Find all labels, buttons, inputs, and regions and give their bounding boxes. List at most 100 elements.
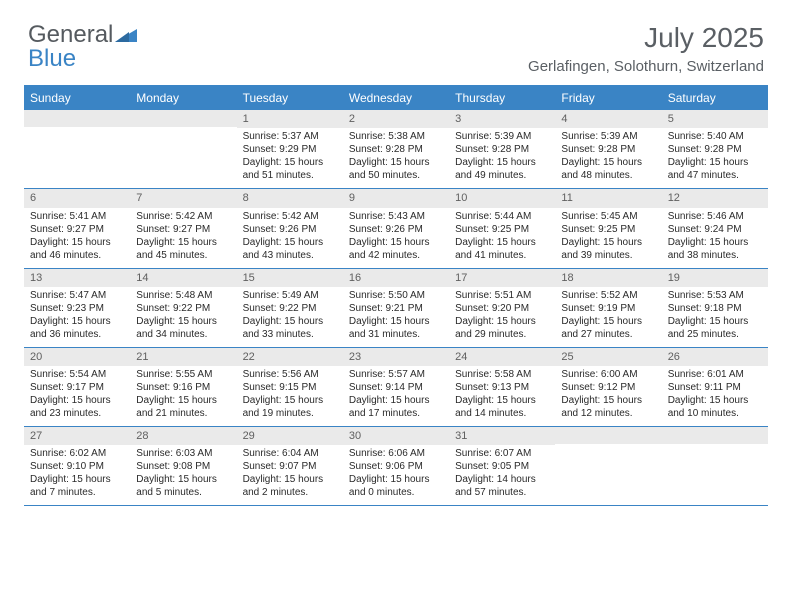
day-cell-empty [555, 427, 661, 505]
day-cell-empty [24, 110, 130, 188]
sunset-text: Sunset: 9:08 PM [136, 460, 230, 473]
day-cell: 4Sunrise: 5:39 AMSunset: 9:28 PMDaylight… [555, 110, 661, 188]
daylight-text: Daylight: 15 hours and 31 minutes. [349, 315, 443, 341]
daylight-text: Daylight: 15 hours and 34 minutes. [136, 315, 230, 341]
daylight-text: Daylight: 15 hours and 2 minutes. [243, 473, 337, 499]
day-body: Sunrise: 5:49 AMSunset: 9:22 PMDaylight:… [237, 287, 343, 347]
daylight-text: Daylight: 15 hours and 10 minutes. [668, 394, 762, 420]
day-body: Sunrise: 5:44 AMSunset: 9:25 PMDaylight:… [449, 208, 555, 268]
sunrise-text: Sunrise: 5:53 AM [668, 289, 762, 302]
day-cell: 2Sunrise: 5:38 AMSunset: 9:28 PMDaylight… [343, 110, 449, 188]
day-body: Sunrise: 5:40 AMSunset: 9:28 PMDaylight:… [662, 128, 768, 188]
day-cell: 10Sunrise: 5:44 AMSunset: 9:25 PMDayligh… [449, 189, 555, 267]
day-body: Sunrise: 5:56 AMSunset: 9:15 PMDaylight:… [237, 366, 343, 426]
sunset-text: Sunset: 9:25 PM [455, 223, 549, 236]
daylight-text: Daylight: 15 hours and 47 minutes. [668, 156, 762, 182]
day-number: 29 [237, 427, 343, 445]
weekday-monday: Monday [130, 87, 236, 110]
daylight-text: Daylight: 15 hours and 12 minutes. [561, 394, 655, 420]
day-cell: 17Sunrise: 5:51 AMSunset: 9:20 PMDayligh… [449, 269, 555, 347]
sunrise-text: Sunrise: 6:07 AM [455, 447, 549, 460]
day-cell: 26Sunrise: 6:01 AMSunset: 9:11 PMDayligh… [662, 348, 768, 426]
sunrise-text: Sunrise: 5:46 AM [668, 210, 762, 223]
daylight-text: Daylight: 15 hours and 0 minutes. [349, 473, 443, 499]
weeks-container: 1Sunrise: 5:37 AMSunset: 9:29 PMDaylight… [24, 110, 768, 506]
sunset-text: Sunset: 9:13 PM [455, 381, 549, 394]
day-body: Sunrise: 5:55 AMSunset: 9:16 PMDaylight:… [130, 366, 236, 426]
day-body: Sunrise: 5:52 AMSunset: 9:19 PMDaylight:… [555, 287, 661, 347]
daylight-text: Daylight: 15 hours and 41 minutes. [455, 236, 549, 262]
day-number: 2 [343, 110, 449, 128]
sunset-text: Sunset: 9:27 PM [136, 223, 230, 236]
daylight-text: Daylight: 15 hours and 42 minutes. [349, 236, 443, 262]
weekday-tuesday: Tuesday [237, 87, 343, 110]
day-number: 16 [343, 269, 449, 287]
sunrise-text: Sunrise: 5:57 AM [349, 368, 443, 381]
day-body: Sunrise: 5:50 AMSunset: 9:21 PMDaylight:… [343, 287, 449, 347]
week-row: 27Sunrise: 6:02 AMSunset: 9:10 PMDayligh… [24, 427, 768, 506]
day-number: 24 [449, 348, 555, 366]
sunset-text: Sunset: 9:24 PM [668, 223, 762, 236]
sunrise-text: Sunrise: 5:56 AM [243, 368, 337, 381]
sunset-text: Sunset: 9:23 PM [30, 302, 124, 315]
sunrise-text: Sunrise: 5:37 AM [243, 130, 337, 143]
daylight-text: Daylight: 15 hours and 49 minutes. [455, 156, 549, 182]
sunrise-text: Sunrise: 5:54 AM [30, 368, 124, 381]
day-number [662, 427, 768, 444]
month-title: July 2025 [528, 22, 764, 54]
weekday-thursday: Thursday [449, 87, 555, 110]
day-cell-empty [662, 427, 768, 505]
day-number: 1 [237, 110, 343, 128]
day-number: 28 [130, 427, 236, 445]
sunset-text: Sunset: 9:25 PM [561, 223, 655, 236]
weekday-header-row: SundayMondayTuesdayWednesdayThursdayFrid… [24, 87, 768, 110]
day-cell: 18Sunrise: 5:52 AMSunset: 9:19 PMDayligh… [555, 269, 661, 347]
day-cell: 1Sunrise: 5:37 AMSunset: 9:29 PMDaylight… [237, 110, 343, 188]
day-number: 11 [555, 189, 661, 207]
sunset-text: Sunset: 9:27 PM [30, 223, 124, 236]
sunset-text: Sunset: 9:28 PM [455, 143, 549, 156]
sunrise-text: Sunrise: 5:42 AM [243, 210, 337, 223]
day-number: 25 [555, 348, 661, 366]
day-number: 31 [449, 427, 555, 445]
day-number: 14 [130, 269, 236, 287]
day-body: Sunrise: 5:45 AMSunset: 9:25 PMDaylight:… [555, 208, 661, 268]
daylight-text: Daylight: 15 hours and 50 minutes. [349, 156, 443, 182]
sunset-text: Sunset: 9:10 PM [30, 460, 124, 473]
day-cell: 15Sunrise: 5:49 AMSunset: 9:22 PMDayligh… [237, 269, 343, 347]
day-cell: 13Sunrise: 5:47 AMSunset: 9:23 PMDayligh… [24, 269, 130, 347]
daylight-text: Daylight: 15 hours and 17 minutes. [349, 394, 443, 420]
sunset-text: Sunset: 9:11 PM [668, 381, 762, 394]
sunrise-text: Sunrise: 5:55 AM [136, 368, 230, 381]
day-body: Sunrise: 5:58 AMSunset: 9:13 PMDaylight:… [449, 366, 555, 426]
sunrise-text: Sunrise: 5:47 AM [30, 289, 124, 302]
day-number: 7 [130, 189, 236, 207]
sunset-text: Sunset: 9:15 PM [243, 381, 337, 394]
day-number: 15 [237, 269, 343, 287]
day-number: 18 [555, 269, 661, 287]
day-number: 6 [24, 189, 130, 207]
day-number: 10 [449, 189, 555, 207]
day-number: 17 [449, 269, 555, 287]
sunset-text: Sunset: 9:22 PM [136, 302, 230, 315]
day-cell: 9Sunrise: 5:43 AMSunset: 9:26 PMDaylight… [343, 189, 449, 267]
day-body: Sunrise: 5:37 AMSunset: 9:29 PMDaylight:… [237, 128, 343, 188]
location: Gerlafingen, Solothurn, Switzerland [528, 58, 764, 75]
day-body: Sunrise: 6:06 AMSunset: 9:06 PMDaylight:… [343, 445, 449, 505]
daylight-text: Daylight: 15 hours and 5 minutes. [136, 473, 230, 499]
sunset-text: Sunset: 9:06 PM [349, 460, 443, 473]
day-body: Sunrise: 5:53 AMSunset: 9:18 PMDaylight:… [662, 287, 768, 347]
day-number: 23 [343, 348, 449, 366]
daylight-text: Daylight: 15 hours and 36 minutes. [30, 315, 124, 341]
week-row: 1Sunrise: 5:37 AMSunset: 9:29 PMDaylight… [24, 110, 768, 189]
sunrise-text: Sunrise: 6:02 AM [30, 447, 124, 460]
day-cell: 6Sunrise: 5:41 AMSunset: 9:27 PMDaylight… [24, 189, 130, 267]
sunrise-text: Sunrise: 5:41 AM [30, 210, 124, 223]
daylight-text: Daylight: 15 hours and 23 minutes. [30, 394, 124, 420]
sunrise-text: Sunrise: 6:03 AM [136, 447, 230, 460]
sunrise-text: Sunrise: 5:50 AM [349, 289, 443, 302]
day-cell: 25Sunrise: 6:00 AMSunset: 9:12 PMDayligh… [555, 348, 661, 426]
daylight-text: Daylight: 15 hours and 27 minutes. [561, 315, 655, 341]
sunset-text: Sunset: 9:12 PM [561, 381, 655, 394]
day-body: Sunrise: 5:48 AMSunset: 9:22 PMDaylight:… [130, 287, 236, 347]
